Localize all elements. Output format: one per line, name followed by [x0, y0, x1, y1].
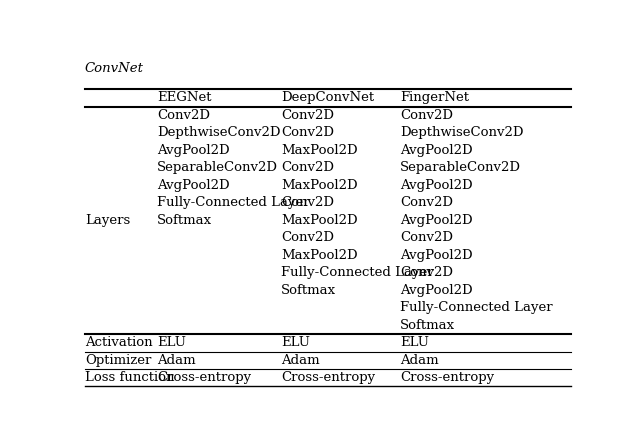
Text: ELU: ELU: [157, 336, 186, 349]
Text: Conv2D: Conv2D: [400, 266, 453, 279]
Text: AvgPool2D: AvgPool2D: [400, 284, 472, 297]
Text: Adam: Adam: [281, 354, 319, 367]
Text: AvgPool2D: AvgPool2D: [400, 249, 472, 262]
Text: Layers: Layers: [85, 214, 130, 227]
Text: Fully-Connected Layer: Fully-Connected Layer: [281, 266, 433, 279]
Text: AvgPool2D: AvgPool2D: [400, 144, 472, 157]
Text: Optimizer: Optimizer: [85, 354, 151, 367]
Text: Cross-entropy: Cross-entropy: [157, 371, 251, 384]
Text: Conv2D: Conv2D: [281, 109, 334, 122]
Text: Fully-Connected Layer: Fully-Connected Layer: [400, 301, 552, 314]
Text: Softmax: Softmax: [400, 319, 455, 332]
Text: AvgPool2D: AvgPool2D: [157, 144, 230, 157]
Text: Conv2D: Conv2D: [157, 109, 210, 122]
Text: Conv2D: Conv2D: [400, 109, 453, 122]
Text: Cross-entropy: Cross-entropy: [281, 371, 375, 384]
Text: Conv2D: Conv2D: [400, 231, 453, 244]
Text: SeparableConv2D: SeparableConv2D: [400, 161, 521, 174]
Text: MaxPool2D: MaxPool2D: [281, 144, 358, 157]
Text: ELU: ELU: [281, 336, 310, 349]
Text: DepthwiseConv2D: DepthwiseConv2D: [400, 127, 524, 139]
Text: AvgPool2D: AvgPool2D: [157, 179, 230, 192]
Text: Conv2D: Conv2D: [281, 196, 334, 210]
Text: Activation: Activation: [85, 336, 152, 349]
Text: Conv2D: Conv2D: [400, 196, 453, 210]
Text: AvgPool2D: AvgPool2D: [400, 214, 472, 227]
Text: MaxPool2D: MaxPool2D: [281, 214, 358, 227]
Text: Adam: Adam: [400, 354, 438, 367]
Text: Conv2D: Conv2D: [281, 231, 334, 244]
Text: Softmax: Softmax: [281, 284, 336, 297]
Text: Conv2D: Conv2D: [281, 161, 334, 174]
Text: Conv2D: Conv2D: [281, 127, 334, 139]
Text: ConvNet: ConvNet: [85, 62, 144, 75]
Text: MaxPool2D: MaxPool2D: [281, 249, 358, 262]
Text: DeepConvNet: DeepConvNet: [281, 91, 374, 104]
Text: EEGNet: EEGNet: [157, 91, 211, 104]
Text: AvgPool2D: AvgPool2D: [400, 179, 472, 192]
Text: DepthwiseConv2D: DepthwiseConv2D: [157, 127, 280, 139]
Text: Softmax: Softmax: [157, 214, 212, 227]
Text: Cross-entropy: Cross-entropy: [400, 371, 494, 384]
Text: Loss function: Loss function: [85, 371, 175, 384]
Text: Adam: Adam: [157, 354, 195, 367]
Text: FingerNet: FingerNet: [400, 91, 469, 104]
Text: SeparableConv2D: SeparableConv2D: [157, 161, 278, 174]
Text: Fully-Connected Layer: Fully-Connected Layer: [157, 196, 310, 210]
Text: ELU: ELU: [400, 336, 429, 349]
Text: MaxPool2D: MaxPool2D: [281, 179, 358, 192]
